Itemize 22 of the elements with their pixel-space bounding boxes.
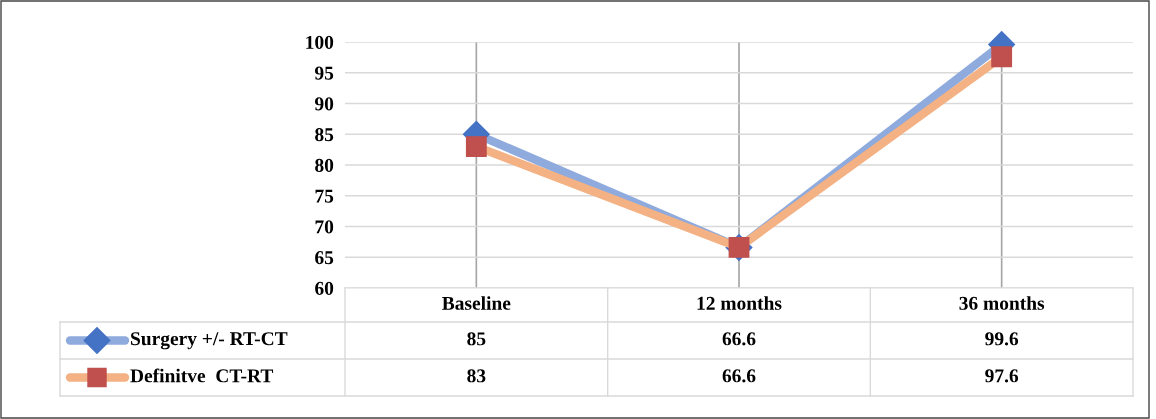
legend-label: Surgery +/- RT-CT xyxy=(131,332,288,350)
x-tick-label: 12 months xyxy=(697,296,782,310)
point xyxy=(465,136,487,157)
y-tick-label: 70 xyxy=(315,220,334,234)
data-label: 97.6 xyxy=(985,369,1019,383)
y-tick-label: 90 xyxy=(314,97,334,111)
point xyxy=(991,46,1013,68)
legend-label: Definitve CT-RT xyxy=(130,368,274,383)
x-tick-label: 36 months xyxy=(959,296,1045,310)
y-tick-label: 75 xyxy=(315,189,334,203)
y-tick-label: 95 xyxy=(314,66,334,80)
x-tick-label: Baseline xyxy=(442,296,511,310)
data-label: 85 xyxy=(467,332,486,346)
y-tick-label: 60 xyxy=(315,281,334,295)
data-label: 83 xyxy=(467,369,486,383)
data-label: 66.6 xyxy=(722,369,756,383)
data-label: 66.6 xyxy=(722,332,756,346)
y-tick-label: 85 xyxy=(315,128,334,142)
y-tick-label: 65 xyxy=(315,251,334,265)
data-label: 99.6 xyxy=(985,332,1019,346)
y-tick-label: 100 xyxy=(306,35,334,49)
y-tick-label: 80 xyxy=(315,158,334,172)
